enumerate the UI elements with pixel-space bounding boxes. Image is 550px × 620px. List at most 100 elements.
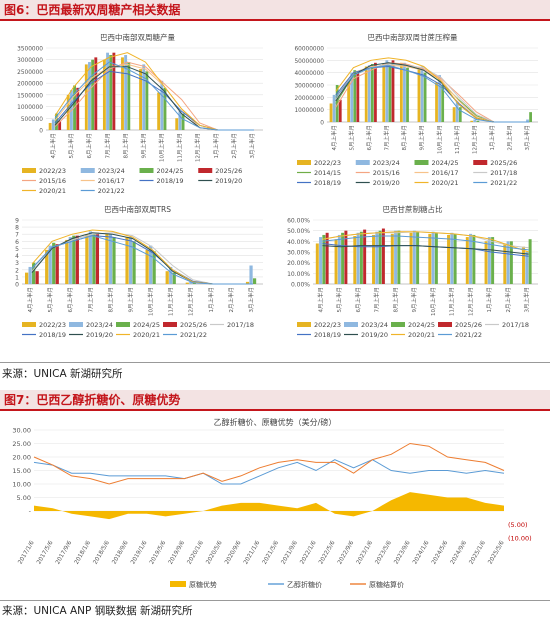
bar xyxy=(338,99,342,122)
bar xyxy=(356,72,360,122)
legend-label: 2025/26 xyxy=(455,321,482,329)
x-tick-label: 2023/5/6 xyxy=(375,540,393,566)
x-tick-label: 2月上半月 xyxy=(227,287,235,313)
legend-swatch xyxy=(116,322,130,327)
y-tick-label: 10000000 xyxy=(294,108,324,114)
legend-swatch xyxy=(414,160,429,165)
bar xyxy=(66,94,70,130)
series-line xyxy=(322,245,529,255)
legend-label: 2019/20 xyxy=(361,331,388,339)
y-tick-label: 30000000 xyxy=(294,84,324,90)
legend-swatch xyxy=(198,168,213,173)
bar xyxy=(85,234,89,284)
bar xyxy=(431,231,435,284)
x-tick-label: 4月上半月 xyxy=(26,287,34,313)
bar xyxy=(124,55,128,130)
y-tick-label: 20.00 xyxy=(12,454,31,462)
x-tick-label: 2月上半月 xyxy=(506,125,514,151)
y-tick-label: 2500000 xyxy=(17,70,43,76)
legend-swatch xyxy=(355,160,370,165)
bar xyxy=(458,107,462,122)
bar xyxy=(409,232,413,284)
bar xyxy=(423,72,427,122)
legend-label: 2023/24 xyxy=(86,321,113,329)
x-tick-label: 9月上半月 xyxy=(410,287,418,313)
legend-label: 2019/20 xyxy=(215,177,242,185)
x-tick-label: 7月上半月 xyxy=(86,287,94,313)
legend-label: 2018/19 xyxy=(39,331,66,339)
bar xyxy=(526,119,529,122)
x-tick-label: 2月上半月 xyxy=(504,287,512,313)
y-tick-label: 0 xyxy=(320,121,324,127)
bar xyxy=(378,230,382,284)
bar xyxy=(472,234,476,284)
bar xyxy=(192,282,196,284)
bar xyxy=(92,234,96,284)
bar xyxy=(412,230,416,284)
bar xyxy=(315,243,319,284)
legend-swatch xyxy=(22,168,36,173)
bar xyxy=(347,81,350,122)
chart-title: 巴西甘蔗制糖占比 xyxy=(383,204,443,214)
bar xyxy=(75,235,79,284)
bar xyxy=(473,119,477,122)
bar xyxy=(406,67,409,122)
bar xyxy=(337,234,341,284)
x-tick-label: 9月上半月 xyxy=(126,287,134,313)
x-tick-label: 8月上半月 xyxy=(121,133,129,159)
bar xyxy=(525,252,529,284)
x-tick-label: 10月上半月 xyxy=(429,287,437,316)
legend-swatch xyxy=(139,168,154,173)
legend-label: 2025/26 xyxy=(180,321,207,329)
legend-label: 2017/18 xyxy=(227,321,254,329)
x-tick-label: 2017/5/6 xyxy=(36,540,54,566)
x-tick-label: 2017/9/6 xyxy=(55,540,73,566)
legend-label: 原糖优势 xyxy=(189,580,217,589)
x-tick-label: 5月上半月 xyxy=(46,287,54,313)
x-tick-label: 2021/9/6 xyxy=(281,540,299,566)
y-tick-label: 3000000 xyxy=(17,58,43,64)
x-tick-label: 11月上半月 xyxy=(448,287,456,316)
bar xyxy=(509,241,513,284)
bar xyxy=(76,87,80,130)
cane-crush-chart: 巴西中南部双周甘蔗压榨量 0 10000000 20000000 30000000 400… xyxy=(294,32,538,187)
legend-label: 2019/20 xyxy=(373,179,400,187)
bar xyxy=(350,72,354,122)
bar xyxy=(245,281,250,284)
bar xyxy=(91,59,95,130)
y-tick-label: 7 xyxy=(15,232,19,239)
y-tick-label: 0.00% xyxy=(291,282,310,289)
bar xyxy=(390,233,394,284)
legend-label: 原糖结算价 xyxy=(369,580,404,589)
legend-swatch xyxy=(80,168,95,173)
bar xyxy=(528,239,532,284)
y-tick-label: 30.00% xyxy=(287,250,310,257)
x-tick-label: 5月上半月 xyxy=(347,125,355,151)
legend-label: 2017/18 xyxy=(502,321,529,329)
legend-label: 2014/15 xyxy=(314,169,341,177)
bar xyxy=(58,120,62,130)
bar xyxy=(178,111,182,130)
bar xyxy=(172,272,176,284)
bar xyxy=(48,245,52,284)
x-tick-label: 2022/1/6 xyxy=(300,540,318,566)
bar xyxy=(416,231,420,284)
bar xyxy=(88,231,92,284)
bar xyxy=(364,66,368,122)
y-tick-label: 1 xyxy=(15,274,19,281)
x-tick-label: 2025/1/6 xyxy=(469,540,487,566)
y-tick-label: - xyxy=(29,508,32,516)
figure6-title: 图6：巴西最新双周糖产相关数据 xyxy=(0,0,550,21)
x-tick-label: 6月上半月 xyxy=(85,133,93,159)
x-tick-label: 8月上半月 xyxy=(391,287,399,313)
legend-label: 2016/17 xyxy=(98,177,125,185)
bar xyxy=(127,62,131,130)
bar xyxy=(32,262,36,284)
legend-label: 2020/21 xyxy=(408,331,435,339)
y-tick-label: 8 xyxy=(15,225,19,232)
legend-label: 2021/22 xyxy=(98,187,125,195)
legend-label: 2022/23 xyxy=(314,159,341,167)
x-tick-label: 3月上半月 xyxy=(523,287,531,313)
x-tick-label: 11月上半月 xyxy=(176,133,184,162)
x-tick-label: 3月上半月 xyxy=(247,287,255,313)
